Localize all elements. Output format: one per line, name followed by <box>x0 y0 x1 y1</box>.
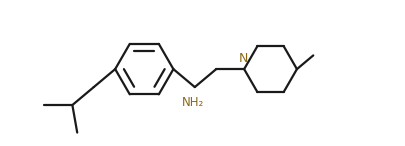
Text: NH₂: NH₂ <box>182 96 204 109</box>
Text: N: N <box>238 52 248 65</box>
